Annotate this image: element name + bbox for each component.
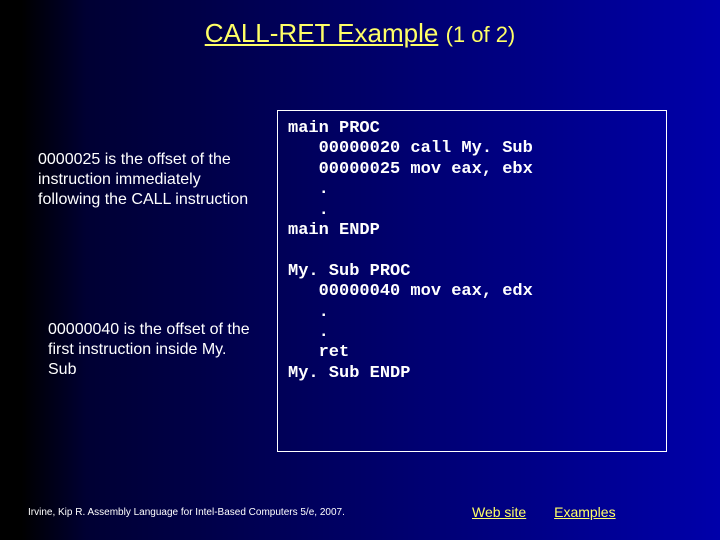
citation-text: Irvine, Kip R. Assembly Language for Int… bbox=[28, 507, 345, 518]
slide-title: CALL-RET Example (1 of 2) bbox=[0, 18, 720, 49]
footer-links: Web site Examples bbox=[472, 504, 640, 520]
examples-link[interactable]: Examples bbox=[554, 504, 615, 520]
website-link[interactable]: Web site bbox=[472, 504, 526, 520]
code-listing: main PROC 00000020 call My. Sub 00000025… bbox=[288, 119, 656, 384]
title-paren: (1 of 2) bbox=[446, 22, 516, 47]
title-main: CALL-RET Example bbox=[205, 18, 439, 48]
annotation-offset-00000040: 00000040 is the offset of the first inst… bbox=[48, 320, 258, 380]
annotation-offset-0000025: 0000025 is the offset of the instruction… bbox=[38, 150, 258, 210]
code-listing-box: main PROC 00000020 call My. Sub 00000025… bbox=[277, 110, 667, 452]
